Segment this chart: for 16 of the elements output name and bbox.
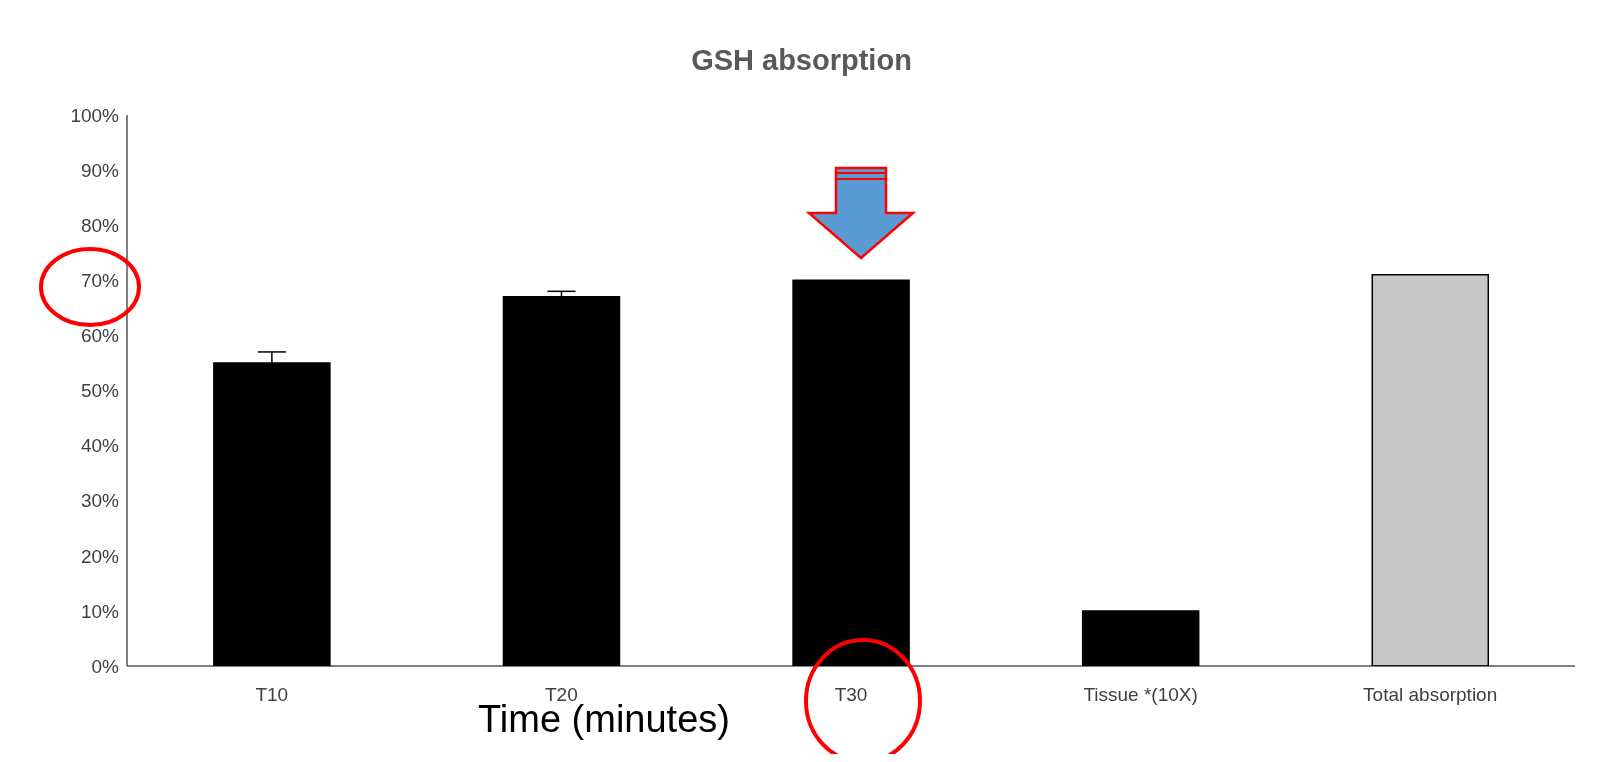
y-tick-label: 80%: [80, 214, 120, 236]
y-tick-label: 50%: [80, 380, 120, 402]
y-tick-label: 20%: [80, 545, 120, 567]
y-tick-label: 60%: [80, 325, 120, 347]
x-tick-label: T10: [255, 684, 289, 706]
y-tick-label: 30%: [80, 490, 120, 512]
y-tick-label: 0%: [91, 655, 120, 677]
y-tick-label: 40%: [80, 435, 120, 457]
chart-title: GSH absorption: [690, 44, 913, 77]
x-tick-label: T30: [834, 684, 868, 706]
y-tick-label: 70%: [80, 270, 120, 292]
y-tick-label: 10%: [80, 600, 120, 622]
y-tick-label: 100%: [70, 104, 120, 126]
y-tick-label: 90%: [80, 159, 120, 181]
x-tick-label: Total absorption: [1363, 684, 1498, 706]
x-tick-label: Tissue *(10X): [1083, 684, 1198, 706]
